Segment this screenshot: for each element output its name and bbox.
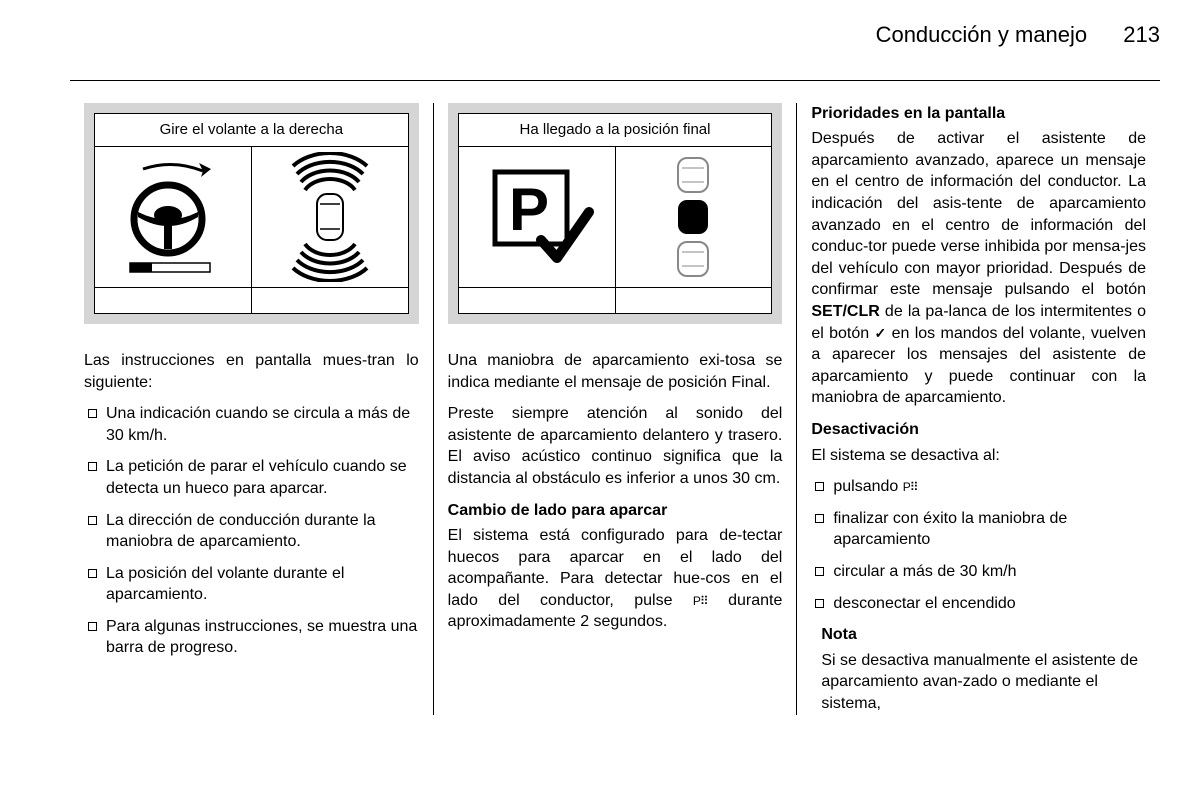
header-rule <box>70 80 1160 81</box>
column-1: Gire el volante a la derecha <box>70 103 433 715</box>
col2-p2: Preste siempre atención al sonido del as… <box>448 403 783 489</box>
note-block: Nota Si se desactiva manualmente el asis… <box>811 624 1146 714</box>
col3-h2: Desactivación <box>811 419 1146 441</box>
column-3: Prioridades en la pantalla Después de ac… <box>796 103 1160 715</box>
list-item: Para algunas instrucciones, se muestra u… <box>88 616 419 659</box>
parking-sensor-icon <box>265 152 395 282</box>
parked-cars-panel <box>615 147 772 287</box>
content-columns: Gire el volante a la derecha <box>70 103 1160 715</box>
col3-item0a: pulsando <box>833 478 902 495</box>
col3-p1: Después de activar el asistente de aparc… <box>811 128 1146 409</box>
col3-h1: Prioridades en la pantalla <box>811 103 1146 125</box>
screen-2-title: Ha llegado a la posición final <box>459 114 772 147</box>
screen-2-footer <box>459 287 772 313</box>
page-header: Conducción y manejo 213 <box>70 20 1160 60</box>
steering-wheel-icon <box>108 157 238 277</box>
screen-1-title: Gire el volante a la derecha <box>95 114 408 147</box>
screen-1-footer <box>95 287 408 313</box>
col3-p1a: Después de activar el asistente de aparc… <box>811 130 1146 298</box>
col2-p1: Una maniobra de aparcamiento exi‐tosa se… <box>448 350 783 393</box>
list-item: pulsando P⠿ <box>815 476 1146 498</box>
screen-1-body <box>95 147 408 287</box>
list-item: circular a más de 30 km/h <box>815 561 1146 583</box>
sensor-arcs-panel <box>251 147 408 287</box>
note-text: Si se desactiva manualmente el asistente… <box>821 650 1146 715</box>
col2-subhead: Cambio de lado para aparcar <box>448 500 783 522</box>
col3-p2: El sistema se desactiva al: <box>811 445 1146 467</box>
screen-1-frame: Gire el volante a la derecha <box>84 103 419 324</box>
list-item: La petición de parar el vehículo cuando … <box>88 456 419 499</box>
section-title: Conducción y manejo <box>876 20 1088 50</box>
list-item: Una indicación cuando se circula a más d… <box>88 403 419 446</box>
park-button-icon: P⠿ <box>693 593 708 609</box>
screen-2-body: P <box>459 147 772 287</box>
col3-list: pulsando P⠿ finalizar con éxito la manio… <box>811 476 1146 614</box>
list-item: desconectar el encendido <box>815 593 1146 615</box>
parallel-park-icon <box>638 152 748 282</box>
steering-wheel-panel <box>95 147 251 287</box>
col1-list: Una indicación cuando se circula a más d… <box>84 403 419 659</box>
list-item: finalizar con éxito la maniobra de aparc… <box>815 508 1146 551</box>
check-icon: ✓ <box>875 324 887 343</box>
screen-2-frame: Ha llegado a la posición final P <box>448 103 783 324</box>
col2-p3: El sistema está configurado para de‐tect… <box>448 525 783 633</box>
park-check-icon: P <box>477 162 597 272</box>
col1-intro: Las instrucciones en pantalla mues‐tran … <box>84 350 419 393</box>
screen-2: Ha llegado a la posición final P <box>458 113 773 314</box>
column-2: Ha llegado a la posición final P <box>433 103 797 715</box>
park-symbol-panel: P <box>459 147 615 287</box>
setclr-label: SET/CLR <box>811 303 879 320</box>
list-item: La posición del volante durante el aparc… <box>88 563 419 606</box>
note-heading: Nota <box>821 624 1146 646</box>
page-number: 213 <box>1123 20 1160 50</box>
svg-text:P: P <box>509 176 549 243</box>
screen-1: Gire el volante a la derecha <box>94 113 409 314</box>
park-button-icon: P⠿ <box>903 479 918 495</box>
list-item: La dirección de conducción durante la ma… <box>88 510 419 553</box>
